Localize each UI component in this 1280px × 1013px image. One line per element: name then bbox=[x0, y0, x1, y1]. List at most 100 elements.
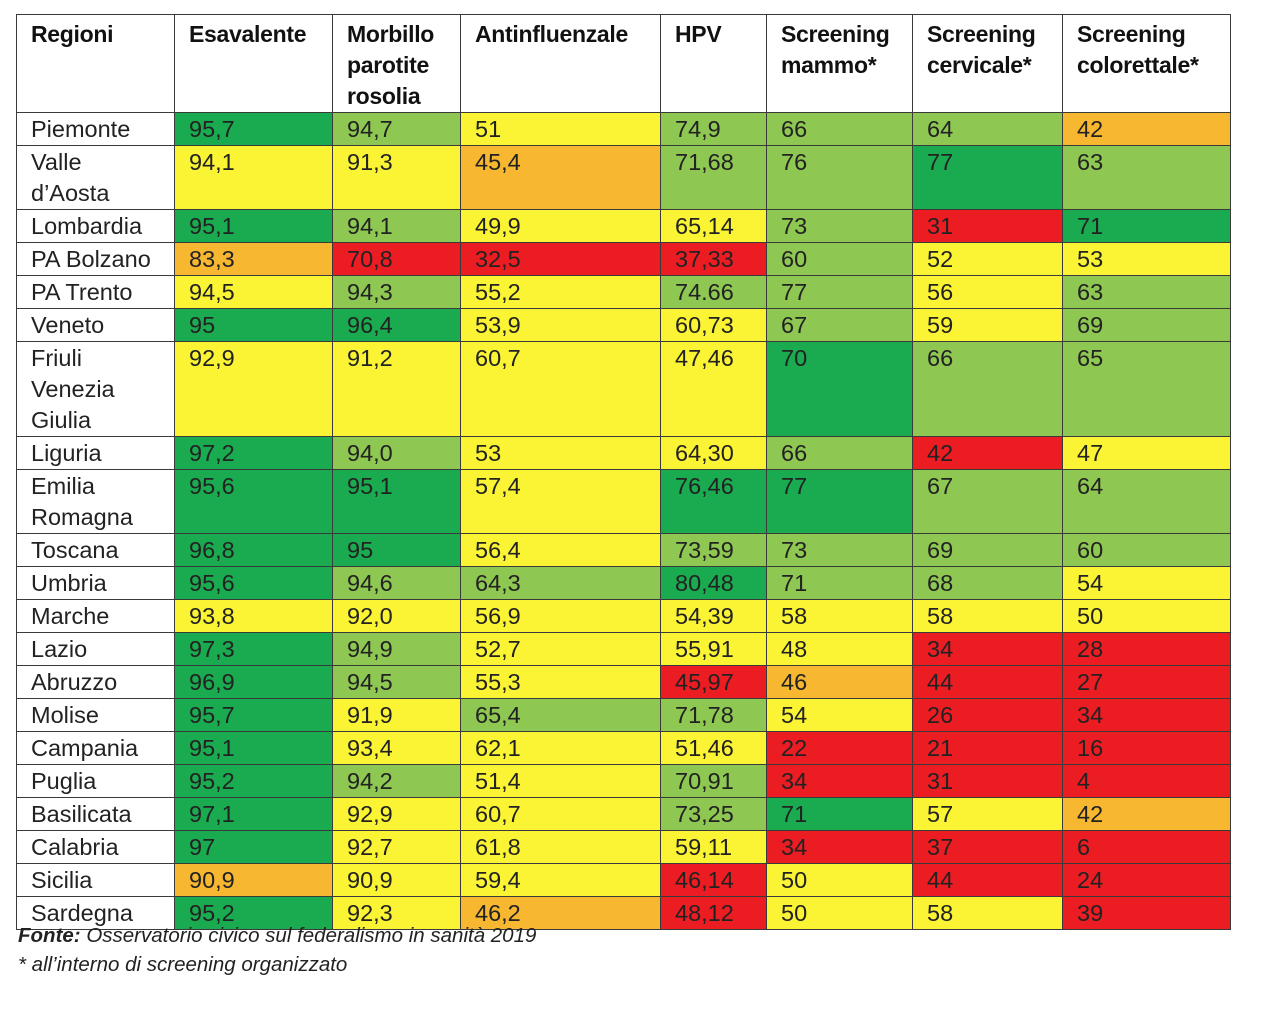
value-cell: 34 bbox=[766, 830, 913, 864]
value-cell: 53 bbox=[1062, 242, 1231, 276]
table-row: Valle d’Aosta 94,1 91,3 45,4 71,68 76 77 63 bbox=[16, 145, 1231, 210]
region-cell: Puglia bbox=[16, 764, 175, 798]
col-header-esavalente: Esavalente bbox=[174, 14, 333, 113]
value-cell: 71 bbox=[766, 566, 913, 600]
value-cell: 44 bbox=[912, 863, 1063, 897]
value-cell: 42 bbox=[1062, 112, 1231, 146]
source-text: Osservatorio civico sul federalismo in s… bbox=[80, 924, 537, 947]
value-cell: 47,46 bbox=[660, 341, 767, 437]
region-cell: PA Bolzano bbox=[16, 242, 175, 276]
table-row: Veneto 95 96,4 53,9 60,73 67 59 69 bbox=[16, 308, 1231, 342]
value-cell: 95,1 bbox=[174, 209, 333, 243]
value-cell: 91,9 bbox=[332, 698, 461, 732]
region-cell: Lombardia bbox=[16, 209, 175, 243]
value-cell: 67 bbox=[912, 469, 1063, 534]
value-cell: 55,2 bbox=[460, 275, 661, 309]
value-cell: 92,9 bbox=[174, 341, 333, 437]
value-cell: 67 bbox=[766, 308, 913, 342]
value-cell: 55,3 bbox=[460, 665, 661, 699]
col-header-hpv: HPV bbox=[660, 14, 767, 113]
value-cell: 44 bbox=[912, 665, 1063, 699]
value-cell: 77 bbox=[912, 145, 1063, 210]
region-cell: Piemonte bbox=[16, 112, 175, 146]
table-row: Molise 95,7 91,9 65,4 71,78 54 26 34 bbox=[16, 698, 1231, 732]
table-row: Abruzzo 96,9 94,5 55,3 45,97 46 44 27 bbox=[16, 665, 1231, 699]
region-cell: Lazio bbox=[16, 632, 175, 666]
value-cell: 34 bbox=[766, 764, 913, 798]
col-header-screening-cervicale: Screening cervicale* bbox=[912, 14, 1063, 113]
value-cell: 64 bbox=[1062, 469, 1231, 534]
value-cell: 95 bbox=[174, 308, 333, 342]
value-cell: 73,25 bbox=[660, 797, 767, 831]
value-cell: 66 bbox=[766, 436, 913, 470]
value-cell: 74.66 bbox=[660, 275, 767, 309]
value-cell: 93,8 bbox=[174, 599, 333, 633]
value-cell: 31 bbox=[912, 209, 1063, 243]
value-cell: 61,8 bbox=[460, 830, 661, 864]
table-row: Puglia 95,2 94,2 51,4 70,91 34 31 4 bbox=[16, 764, 1231, 798]
value-cell: 55,91 bbox=[660, 632, 767, 666]
value-cell: 77 bbox=[766, 469, 913, 534]
value-cell: 91,2 bbox=[332, 341, 461, 437]
region-cell: Liguria bbox=[16, 436, 175, 470]
value-cell: 94,5 bbox=[332, 665, 461, 699]
value-cell: 65,4 bbox=[460, 698, 661, 732]
value-cell: 59 bbox=[912, 308, 1063, 342]
value-cell: 97,3 bbox=[174, 632, 333, 666]
value-cell: 70 bbox=[766, 341, 913, 437]
value-cell: 51 bbox=[460, 112, 661, 146]
region-cell: Abruzzo bbox=[16, 665, 175, 699]
value-cell: 73 bbox=[766, 533, 913, 567]
value-cell: 58 bbox=[766, 599, 913, 633]
value-cell: 71,78 bbox=[660, 698, 767, 732]
value-cell: 59,4 bbox=[460, 863, 661, 897]
value-cell: 48 bbox=[766, 632, 913, 666]
value-cell: 48,12 bbox=[660, 896, 767, 930]
value-cell: 56,9 bbox=[460, 599, 661, 633]
value-cell: 50 bbox=[1062, 599, 1231, 633]
value-cell: 63 bbox=[1062, 145, 1231, 210]
col-header-screening-mammo: Screening mammo* bbox=[766, 14, 913, 113]
value-cell: 95,1 bbox=[174, 731, 333, 765]
value-cell: 64,3 bbox=[460, 566, 661, 600]
value-cell: 39 bbox=[1062, 896, 1231, 930]
value-cell: 60 bbox=[1062, 533, 1231, 567]
value-cell: 52,7 bbox=[460, 632, 661, 666]
value-cell: 34 bbox=[912, 632, 1063, 666]
value-cell: 34 bbox=[1062, 698, 1231, 732]
table-row: Calabria 97 92,7 61,8 59,11 34 37 6 bbox=[16, 830, 1231, 864]
table-header-row: Regioni Esavalente Morbillo parotite ros… bbox=[16, 14, 1231, 113]
value-cell: 74,9 bbox=[660, 112, 767, 146]
value-cell: 94,5 bbox=[174, 275, 333, 309]
value-cell: 80,48 bbox=[660, 566, 767, 600]
region-cell: Molise bbox=[16, 698, 175, 732]
value-cell: 71,68 bbox=[660, 145, 767, 210]
table-row: Emilia Romagna 95,6 95,1 57,4 76,46 77 67 64 bbox=[16, 469, 1231, 534]
table-row: Toscana 96,8 95 56,4 73,59 73 69 60 bbox=[16, 533, 1231, 567]
value-cell: 95,6 bbox=[174, 566, 333, 600]
value-cell: 66 bbox=[766, 112, 913, 146]
value-cell: 37,33 bbox=[660, 242, 767, 276]
table-row: PA Bolzano 83,3 70,8 32,5 37,33 60 52 53 bbox=[16, 242, 1231, 276]
region-cell: Sicilia bbox=[16, 863, 175, 897]
value-cell: 46,14 bbox=[660, 863, 767, 897]
value-cell: 95,2 bbox=[174, 764, 333, 798]
value-cell: 65 bbox=[1062, 341, 1231, 437]
col-header-regioni: Regioni bbox=[16, 14, 175, 113]
value-cell: 60,7 bbox=[460, 797, 661, 831]
value-cell: 76 bbox=[766, 145, 913, 210]
value-cell: 90,9 bbox=[174, 863, 333, 897]
value-cell: 92,0 bbox=[332, 599, 461, 633]
value-cell: 95,1 bbox=[332, 469, 461, 534]
region-cell: Valle d’Aosta bbox=[16, 145, 175, 210]
value-cell: 37 bbox=[912, 830, 1063, 864]
value-cell: 60,73 bbox=[660, 308, 767, 342]
region-cell: Sardegna bbox=[16, 896, 175, 930]
value-cell: 93,4 bbox=[332, 731, 461, 765]
value-cell: 95,7 bbox=[174, 698, 333, 732]
value-cell: 94,6 bbox=[332, 566, 461, 600]
value-cell: 53,9 bbox=[460, 308, 661, 342]
value-cell: 53 bbox=[460, 436, 661, 470]
value-cell: 22 bbox=[766, 731, 913, 765]
value-cell: 6 bbox=[1062, 830, 1231, 864]
